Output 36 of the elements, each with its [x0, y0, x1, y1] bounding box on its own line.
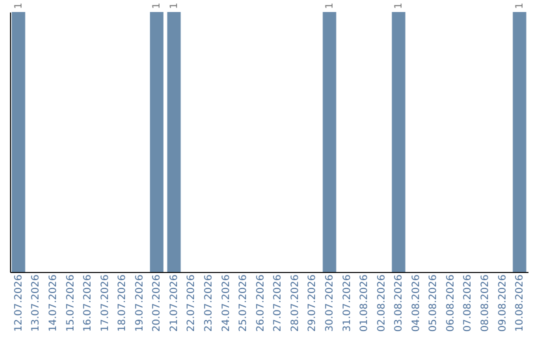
data-label: 1 — [13, 2, 24, 9]
x-tick-label: 05.08.2026 — [428, 274, 440, 332]
x-tick-label: 24.07.2026 — [220, 274, 232, 332]
x-tick-label: 03.08.2026 — [394, 274, 405, 332]
x-tick-label: 30.07.2026 — [324, 274, 336, 332]
x-tick-label: 23.07.2026 — [204, 274, 215, 332]
x-tick-label: 08.08.2026 — [480, 274, 491, 332]
x-tick-label: 25.07.2026 — [238, 274, 250, 332]
x-tick-label: 18.07.2026 — [117, 274, 128, 332]
data-label: 1 — [514, 2, 526, 9]
x-tick-label: 01.08.2026 — [359, 274, 370, 332]
data-label: 1 — [394, 2, 405, 9]
x-tick-label: 06.08.2026 — [445, 274, 456, 332]
x-tick-label: 15.07.2026 — [65, 274, 76, 332]
x-tick-label: 22.07.2026 — [186, 274, 198, 332]
x-tick-label: 17.07.2026 — [100, 274, 111, 332]
x-tick-label: 26.07.2026 — [255, 274, 266, 332]
x-tick-label: 04.08.2026 — [410, 274, 422, 332]
x-tick-label: 31.07.2026 — [342, 274, 353, 332]
data-label: 1 — [324, 2, 336, 9]
x-tick-label: 20.07.2026 — [152, 274, 163, 332]
x-tick-label: 19.07.2026 — [134, 274, 146, 332]
x-tick-label: 13.07.2026 — [30, 274, 42, 332]
x-tick-label: 12.07.2026 — [13, 274, 24, 332]
x-tick-label: 16.07.2026 — [82, 274, 94, 332]
data-label: 1 — [168, 2, 180, 9]
x-tick-label: 28.07.2026 — [290, 274, 301, 332]
x-tick-label: 21.07.2026 — [168, 274, 180, 332]
x-tick-label: 09.08.2026 — [497, 274, 508, 332]
x-tick-label: 27.07.2026 — [272, 274, 284, 332]
x-tick-label: 10.08.2026 — [514, 274, 526, 332]
data-label: 1 — [152, 2, 163, 9]
x-tick-label: 02.08.2026 — [376, 274, 388, 332]
x-tick-label: 14.07.2026 — [48, 274, 60, 332]
x-tick-label: 07.08.2026 — [462, 274, 474, 332]
x-tick-label: 29.07.2026 — [307, 274, 318, 332]
